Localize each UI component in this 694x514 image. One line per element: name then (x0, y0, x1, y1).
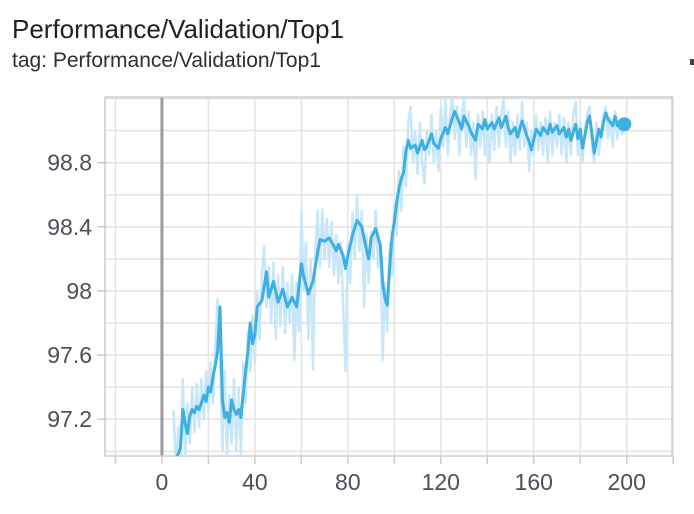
x-tick-label: 0 (156, 469, 169, 495)
x-tick-label: 200 (607, 469, 645, 495)
x-tick-label: 40 (242, 469, 268, 495)
x-tick-label: 80 (335, 469, 361, 495)
plot-border (104, 96, 673, 457)
y-tick-label: 97.2 (47, 406, 92, 432)
chart-tag-subtitle: tag: Performance/Validation/Top1 (12, 49, 321, 72)
x-tick-label: 120 (422, 469, 460, 495)
y-tick-label: 98.4 (47, 214, 92, 240)
y-tick-label: 97.6 (47, 342, 92, 368)
y-tick-label: 98 (66, 278, 92, 304)
card-menu-icon-cropped[interactable] (690, 59, 694, 65)
chart-title: Performance/Validation/Top1 (12, 14, 344, 44)
y-tick-label: 98.8 (47, 150, 92, 176)
smoothed-endpoint-dot[interactable] (617, 117, 632, 132)
x-tick-label: 160 (515, 469, 553, 495)
smoothed-line (175, 109, 626, 456)
